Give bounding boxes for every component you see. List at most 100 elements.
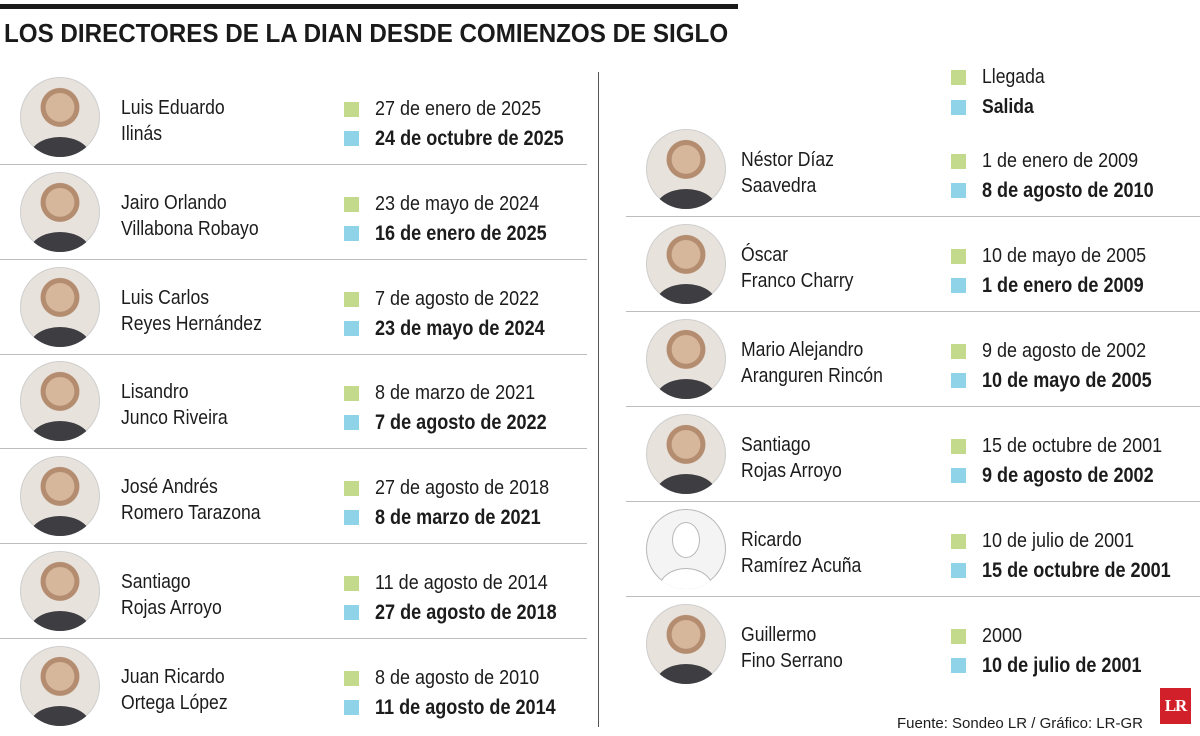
director-name: Ricardo Ramírez Acuña	[741, 529, 862, 577]
director-name: Lisandro Junco Riveira	[121, 381, 228, 429]
departure-date: 7 de agosto de 2022	[344, 408, 575, 437]
director-name: Guillermo Fino Serrano	[741, 624, 843, 672]
departure-date: 23 de mayo de 2024	[344, 314, 572, 343]
director-name: Juan Ricardo Ortega López	[121, 666, 228, 714]
director-photo	[20, 361, 100, 441]
departure-swatch	[951, 99, 966, 115]
legend: Llegada Salida	[951, 62, 1053, 122]
arrival-date: 27 de enero de 2025	[344, 95, 594, 124]
director-entry: Santiago Rojas Arroyo 11 de agosto de 201…	[0, 544, 587, 639]
tenure-dates: 1 de enero de 2009 8 de agosto de 2010	[951, 147, 1182, 205]
lr-logo: LR	[1160, 688, 1191, 724]
director-photo	[646, 604, 726, 684]
legend-arrival: Llegada	[951, 62, 1053, 92]
director-photo	[646, 414, 726, 494]
director-entry: Lisandro Junco Riveira 8 de marzo de 2021…	[0, 354, 587, 449]
row-separator	[0, 543, 587, 544]
infographic-title: LOS DIRECTORES DE LA DIAN DESDE COMIENZO…	[4, 18, 729, 48]
tenure-dates: 7 de agosto de 2022 23 de mayo de 2024	[344, 285, 572, 343]
tenure-dates: 11 de agosto de 2014 27 de agosto de 201…	[344, 569, 586, 627]
row-separator	[0, 448, 587, 449]
director-photo	[20, 456, 100, 536]
departure-date: 10 de julio de 2001	[951, 651, 1168, 680]
director-entry: Juan Ricardo Ortega López 8 de agosto de …	[0, 639, 587, 734]
source-credit: Fuente: Sondeo LR / Gráfico: LR-GR	[897, 715, 1143, 732]
legend-arrival-label: Llegada	[982, 65, 1045, 88]
tenure-dates: 23 de mayo de 2024 16 de enero de 2025	[344, 190, 575, 248]
departure-date: 15 de octubre de 2001	[951, 556, 1200, 585]
director-entry: Óscar Franco Charry 10 de mayo de 2005 1 …	[626, 217, 1200, 312]
arrival-date: 9 de agosto de 2002	[951, 337, 1179, 366]
director-entry: Guillermo Fino Serrano 2000 10 de julio d…	[626, 597, 1200, 692]
director-name: Jairo Orlando Villabona Robayo	[121, 192, 259, 240]
tenure-dates: 15 de octubre de 2001 9 de agosto de 200…	[951, 432, 1182, 490]
column-divider	[598, 72, 599, 727]
arrival-date: 2000	[951, 622, 1168, 651]
director-entry: José Andrés Romero Tarazona 27 de agosto …	[0, 449, 587, 544]
departure-date: 24 de octubre de 2025	[344, 124, 594, 153]
tenure-dates: 8 de marzo de 2021 7 de agosto de 2022	[344, 379, 575, 437]
departure-date: 10 de mayo de 2005	[951, 366, 1179, 395]
director-name: Néstor Díaz Saavedra	[741, 149, 834, 197]
director-photo	[20, 551, 100, 631]
tenure-dates: 27 de enero de 2025 24 de octubre de 202…	[344, 95, 594, 153]
row-separator	[626, 216, 1200, 217]
tenure-dates: 2000 10 de julio de 2001	[951, 622, 1168, 680]
director-name: Óscar Franco Charry	[741, 244, 854, 292]
departure-date: 1 de enero de 2009	[951, 271, 1170, 300]
arrival-date: 15 de octubre de 2001	[951, 432, 1182, 461]
top-rule	[0, 4, 738, 9]
tenure-dates: 8 de agosto de 2010 11 de agosto de 2014	[344, 664, 585, 722]
director-name: Santiago Rojas Arroyo	[741, 434, 842, 482]
arrival-date: 8 de agosto de 2010	[344, 664, 585, 693]
director-name: Mario Alejandro Aranguren Rincón	[741, 339, 883, 387]
row-separator	[0, 259, 587, 260]
director-photo	[20, 267, 100, 347]
legend-departure: Salida	[951, 92, 1053, 122]
director-photo	[646, 319, 726, 399]
director-entry: Ricardo Ramírez Acuña 10 de julio de 2001…	[626, 502, 1200, 597]
row-separator	[626, 406, 1200, 407]
row-separator	[626, 311, 1200, 312]
tenure-dates: 10 de julio de 2001 15 de octubre de 200…	[951, 527, 1200, 585]
director-photo	[20, 646, 100, 726]
director-photo	[646, 129, 726, 209]
arrival-date: 7 de agosto de 2022	[344, 285, 572, 314]
row-separator	[0, 164, 587, 165]
director-name: José Andrés Romero Tarazona	[121, 476, 261, 524]
row-separator	[626, 501, 1200, 502]
row-separator	[0, 354, 587, 355]
director-photo	[646, 224, 726, 304]
arrival-swatch	[951, 69, 966, 85]
arrival-date: 1 de enero de 2009	[951, 147, 1182, 176]
director-entry: Luis Carlos Reyes Hernández 7 de agosto d…	[0, 260, 587, 355]
director-name: Luis Carlos Reyes Hernández	[121, 287, 262, 335]
arrival-date: 11 de agosto de 2014	[344, 569, 586, 598]
director-entry: Jairo Orlando Villabona Robayo 23 de mayo…	[0, 165, 587, 260]
director-photo	[20, 77, 100, 157]
departure-date: 27 de agosto de 2018	[344, 598, 586, 627]
tenure-dates: 9 de agosto de 2002 10 de mayo de 2005	[951, 337, 1179, 395]
arrival-date: 23 de mayo de 2024	[344, 190, 575, 219]
arrival-date: 8 de marzo de 2021	[344, 379, 575, 408]
arrival-date: 10 de mayo de 2005	[951, 242, 1170, 271]
director-entry: Luis Eduardo Ilinás 27 de enero de 2025 2…	[0, 70, 587, 165]
tenure-dates: 10 de mayo de 2005 1 de enero de 2009	[951, 242, 1170, 300]
departure-date: 8 de agosto de 2010	[951, 176, 1182, 205]
legend-departure-label: Salida	[982, 95, 1034, 118]
row-separator	[626, 596, 1200, 597]
departure-date: 9 de agosto de 2002	[951, 461, 1182, 490]
director-photo	[20, 172, 100, 252]
arrival-date: 10 de julio de 2001	[951, 527, 1200, 556]
tenure-dates: 27 de agosto de 2018 8 de marzo de 2021	[344, 474, 569, 532]
director-name: Santiago Rojas Arroyo	[121, 571, 222, 619]
departure-date: 16 de enero de 2025	[344, 219, 575, 248]
departure-date: 8 de marzo de 2021	[344, 503, 569, 532]
row-separator	[0, 638, 587, 639]
director-entry: Néstor Díaz Saavedra 1 de enero de 2009 8…	[626, 122, 1200, 217]
departure-date: 11 de agosto de 2014	[344, 693, 585, 722]
arrival-date: 27 de agosto de 2018	[344, 474, 569, 503]
placeholder-silhouette-icon	[646, 509, 726, 589]
director-name: Luis Eduardo Ilinás	[121, 97, 225, 145]
director-entry: Santiago Rojas Arroyo 15 de octubre de 20…	[626, 407, 1200, 502]
